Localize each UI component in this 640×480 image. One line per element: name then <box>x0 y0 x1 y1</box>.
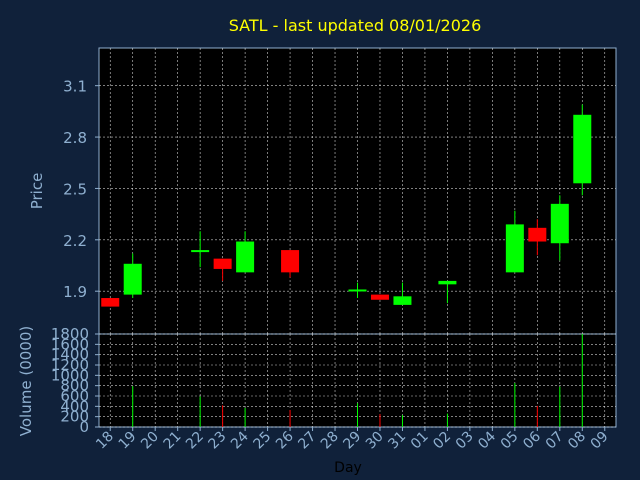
x-tick-label: 28 <box>318 429 342 453</box>
volume-tick-label: 200 <box>60 408 89 426</box>
x-axis-label: Day <box>334 460 362 476</box>
candle-body <box>393 296 412 305</box>
x-tick-label: 01 <box>408 429 432 453</box>
x-tick-label: 05 <box>498 429 522 453</box>
candle-body <box>281 250 300 273</box>
price-tick-label: 2.8 <box>63 129 87 147</box>
x-tick-label: 23 <box>206 429 230 453</box>
candle-body <box>573 114 592 184</box>
x-tick-labels: 1819202122232425262728293031010203040506… <box>93 427 612 453</box>
volume-bars-group <box>132 334 583 427</box>
x-tick-label: 04 <box>475 428 499 452</box>
x-tick-label: 07 <box>543 429 567 453</box>
volume-tick-label: 1400 <box>51 346 89 364</box>
volume-tick-label: 400 <box>60 397 89 415</box>
volume-axis-label: Volume (0000) <box>17 326 35 436</box>
candle-body <box>101 298 120 307</box>
price-tick-label: 3.1 <box>63 78 87 96</box>
candle-body <box>213 258 232 269</box>
candle-body <box>370 294 389 300</box>
price-tick-label: 1.9 <box>63 283 87 301</box>
x-tick-label: 29 <box>340 429 364 453</box>
price-axis-label: Price <box>28 173 46 210</box>
candle-body <box>348 289 367 292</box>
x-tick-label: 22 <box>183 429 207 453</box>
price-tick-label: 2.5 <box>63 180 87 198</box>
chart-title: SATL - last updated 08/01/2026 <box>229 16 482 35</box>
volume-tick-label: 600 <box>60 387 89 405</box>
x-tick-label: 27 <box>295 429 319 453</box>
candles-group <box>101 104 592 307</box>
x-tick-label: 24 <box>228 428 252 452</box>
x-tick-label: 21 <box>161 429 185 453</box>
x-tick-label: 06 <box>520 428 544 452</box>
candle-body <box>505 224 524 273</box>
volume-tick-label: 1200 <box>51 356 89 374</box>
candle-body <box>123 263 142 295</box>
volume-tick-label: 1800 <box>51 325 89 343</box>
x-tick-label: 31 <box>385 429 409 453</box>
x-tick-label: 19 <box>116 429 140 453</box>
volume-tick-label: 800 <box>60 377 89 395</box>
candle-body <box>191 250 210 253</box>
volume-tick-label: 1000 <box>51 366 89 384</box>
price-tick-label: 2.2 <box>63 232 87 250</box>
x-tick-label: 25 <box>250 429 274 453</box>
candle-body <box>528 227 547 242</box>
candle-body <box>236 241 255 273</box>
volume-tick-label: 1600 <box>51 335 89 353</box>
x-tick-label: 20 <box>138 429 162 453</box>
candle-body <box>438 280 457 285</box>
x-tick-label: 26 <box>273 428 297 452</box>
price-tick-labels: 1.9 2.2 2.5 2.8 3.1 <box>63 78 99 301</box>
x-tick-label: 09 <box>588 429 612 453</box>
x-tick-label: 08 <box>565 429 589 453</box>
x-tick-label: 30 <box>363 429 387 453</box>
x-tick-label: 02 <box>430 429 454 453</box>
x-tick-label: 03 <box>453 429 477 453</box>
volume-tick-label: 0 <box>79 418 89 436</box>
candle-body <box>550 203 569 244</box>
x-tick-label: 18 <box>93 429 117 453</box>
